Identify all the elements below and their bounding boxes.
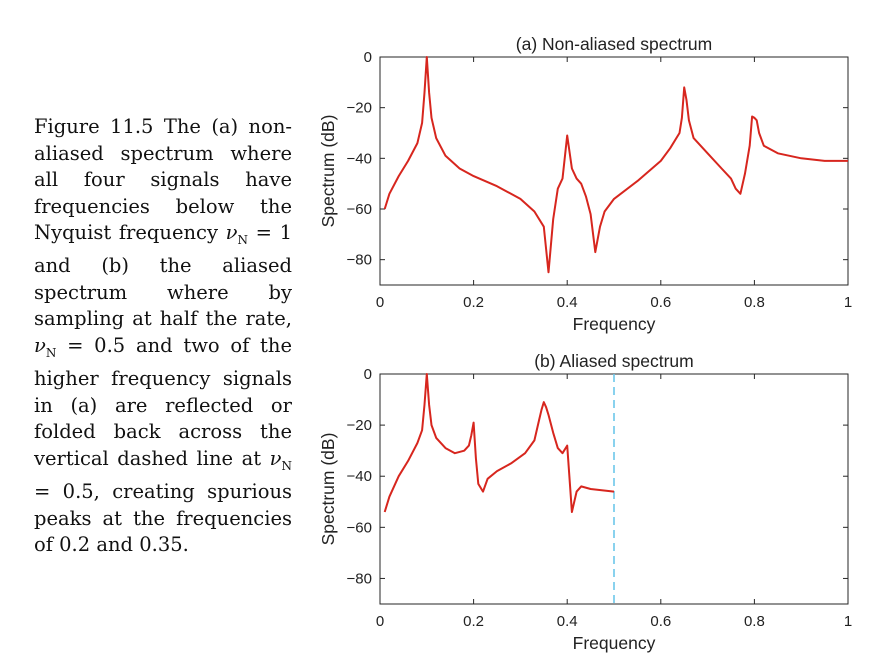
chart-title-b: (b) Aliased spectrum [534, 351, 694, 371]
nyquist-symbol: νN [225, 221, 249, 247]
y-tick-label-a: −40 [347, 150, 372, 167]
caption-text: and (b) the aliased spectrum where by sa… [34, 254, 292, 331]
nu-subscript: N [45, 345, 57, 360]
caption-text: = 1 [255, 221, 293, 244]
y-tick-label-a: −60 [347, 201, 372, 218]
y-tick-label-a: −20 [347, 100, 372, 117]
x-tick-label-a: 0 [376, 294, 384, 311]
caption-text: creating spurious peaks at the frequenci… [34, 480, 293, 557]
x-tick-label-a: 0.6 [650, 294, 671, 311]
nu-symbol: ν [269, 446, 282, 470]
y-tick-label-b: 0 [364, 366, 372, 383]
y-tick-label-b: −60 [347, 519, 372, 536]
nu-subscript: N [237, 232, 249, 247]
figure-caption: Figure 11.5 The (a) non-aliased spectrum… [34, 114, 292, 559]
nu-subscript: N [281, 458, 293, 473]
x-tick-label-a: 1 [844, 294, 852, 311]
x-tick-label-b: 0.2 [463, 613, 484, 630]
x-tick-label-a: 0.2 [463, 294, 484, 311]
plot-frame-a [379, 56, 849, 286]
y-axis-label-a: Spectrum (dB) [318, 115, 338, 228]
x-axis-label-a: Frequency [573, 314, 656, 334]
spectrum-line-b [383, 373, 615, 513]
caption-text: The (a) non-aliased spectrum where all f… [34, 115, 292, 244]
x-tick-label-b: 0.4 [557, 613, 578, 630]
x-tick-label-b: 1 [844, 613, 852, 630]
y-tick-label-b: −80 [347, 570, 372, 587]
x-tick-label-b: 0.8 [744, 613, 765, 630]
y-tick-label-a: 0 [364, 49, 372, 66]
caption-text: = 0.5, [34, 480, 100, 504]
y-tick-label-b: −40 [347, 468, 372, 485]
spectrum-line-a [383, 56, 848, 274]
y-tick-label-b: −20 [347, 417, 372, 434]
nyquist-symbol: νN [34, 333, 57, 360]
x-axis-label-b: Frequency [573, 633, 656, 653]
x-tick-label-a: 0.8 [744, 294, 765, 311]
y-axis-label-b: Spectrum (dB) [318, 433, 338, 546]
caption-text: and two of the higher frequency signals … [34, 333, 292, 470]
nu-symbol: ν [225, 221, 238, 244]
x-tick-label-b: 0 [376, 613, 384, 630]
x-tick-label-b: 0.6 [650, 613, 671, 630]
nu-symbol: ν [34, 333, 46, 357]
chart-title-a: (a) Non-aliased spectrum [516, 34, 712, 54]
caption-text: = 0.5 [67, 333, 126, 357]
x-tick-label-a: 0.4 [557, 294, 578, 311]
figure-label: Figure 11.5 [34, 115, 154, 138]
y-tick-label-a: −80 [347, 252, 372, 269]
nyquist-symbol: νN [269, 446, 293, 473]
